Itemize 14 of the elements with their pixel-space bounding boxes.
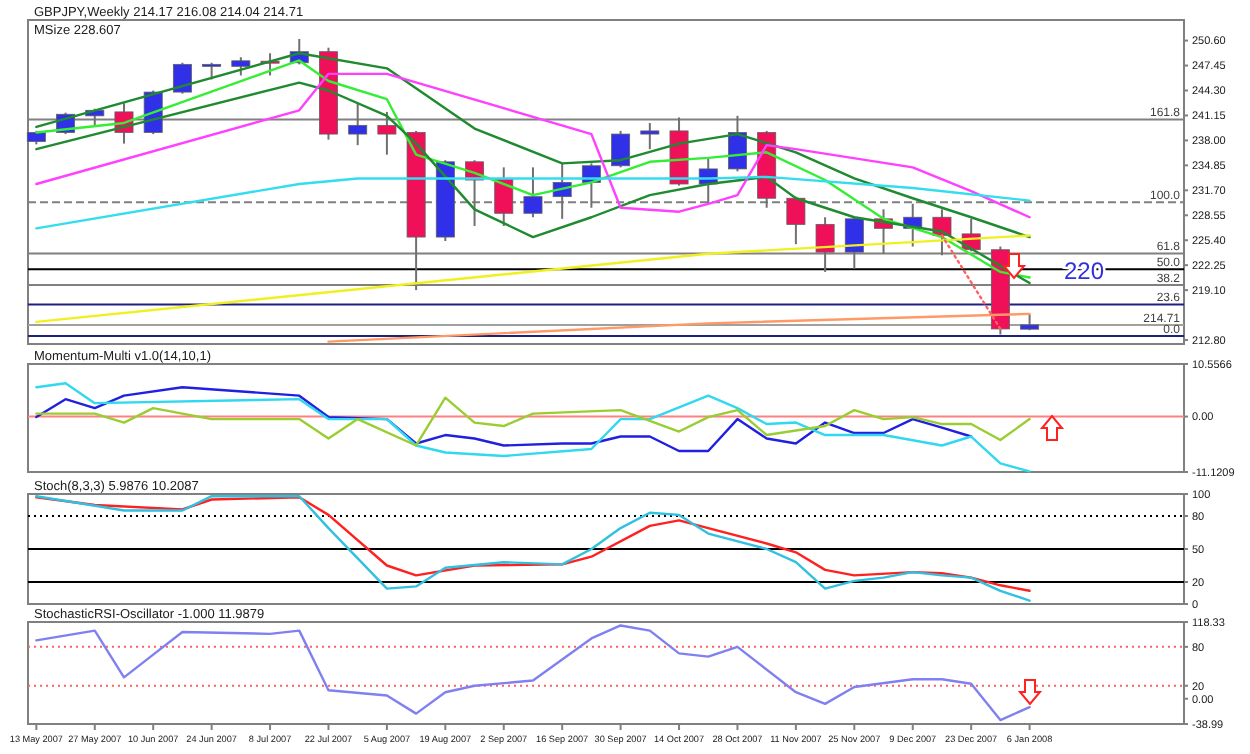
line-series bbox=[35, 382, 1031, 473]
line-series bbox=[35, 386, 973, 453]
line-series bbox=[35, 72, 1031, 219]
candlestick bbox=[640, 121, 660, 151]
line-series bbox=[35, 52, 1031, 239]
candlestick bbox=[377, 110, 397, 156]
candlestick bbox=[786, 195, 806, 246]
candlestick bbox=[172, 61, 192, 95]
candlestick bbox=[815, 216, 835, 273]
line-series bbox=[35, 396, 1031, 447]
candlestick bbox=[523, 166, 543, 219]
candlestick bbox=[611, 129, 631, 169]
candlestick bbox=[231, 56, 251, 77]
candlestick bbox=[348, 102, 368, 147]
